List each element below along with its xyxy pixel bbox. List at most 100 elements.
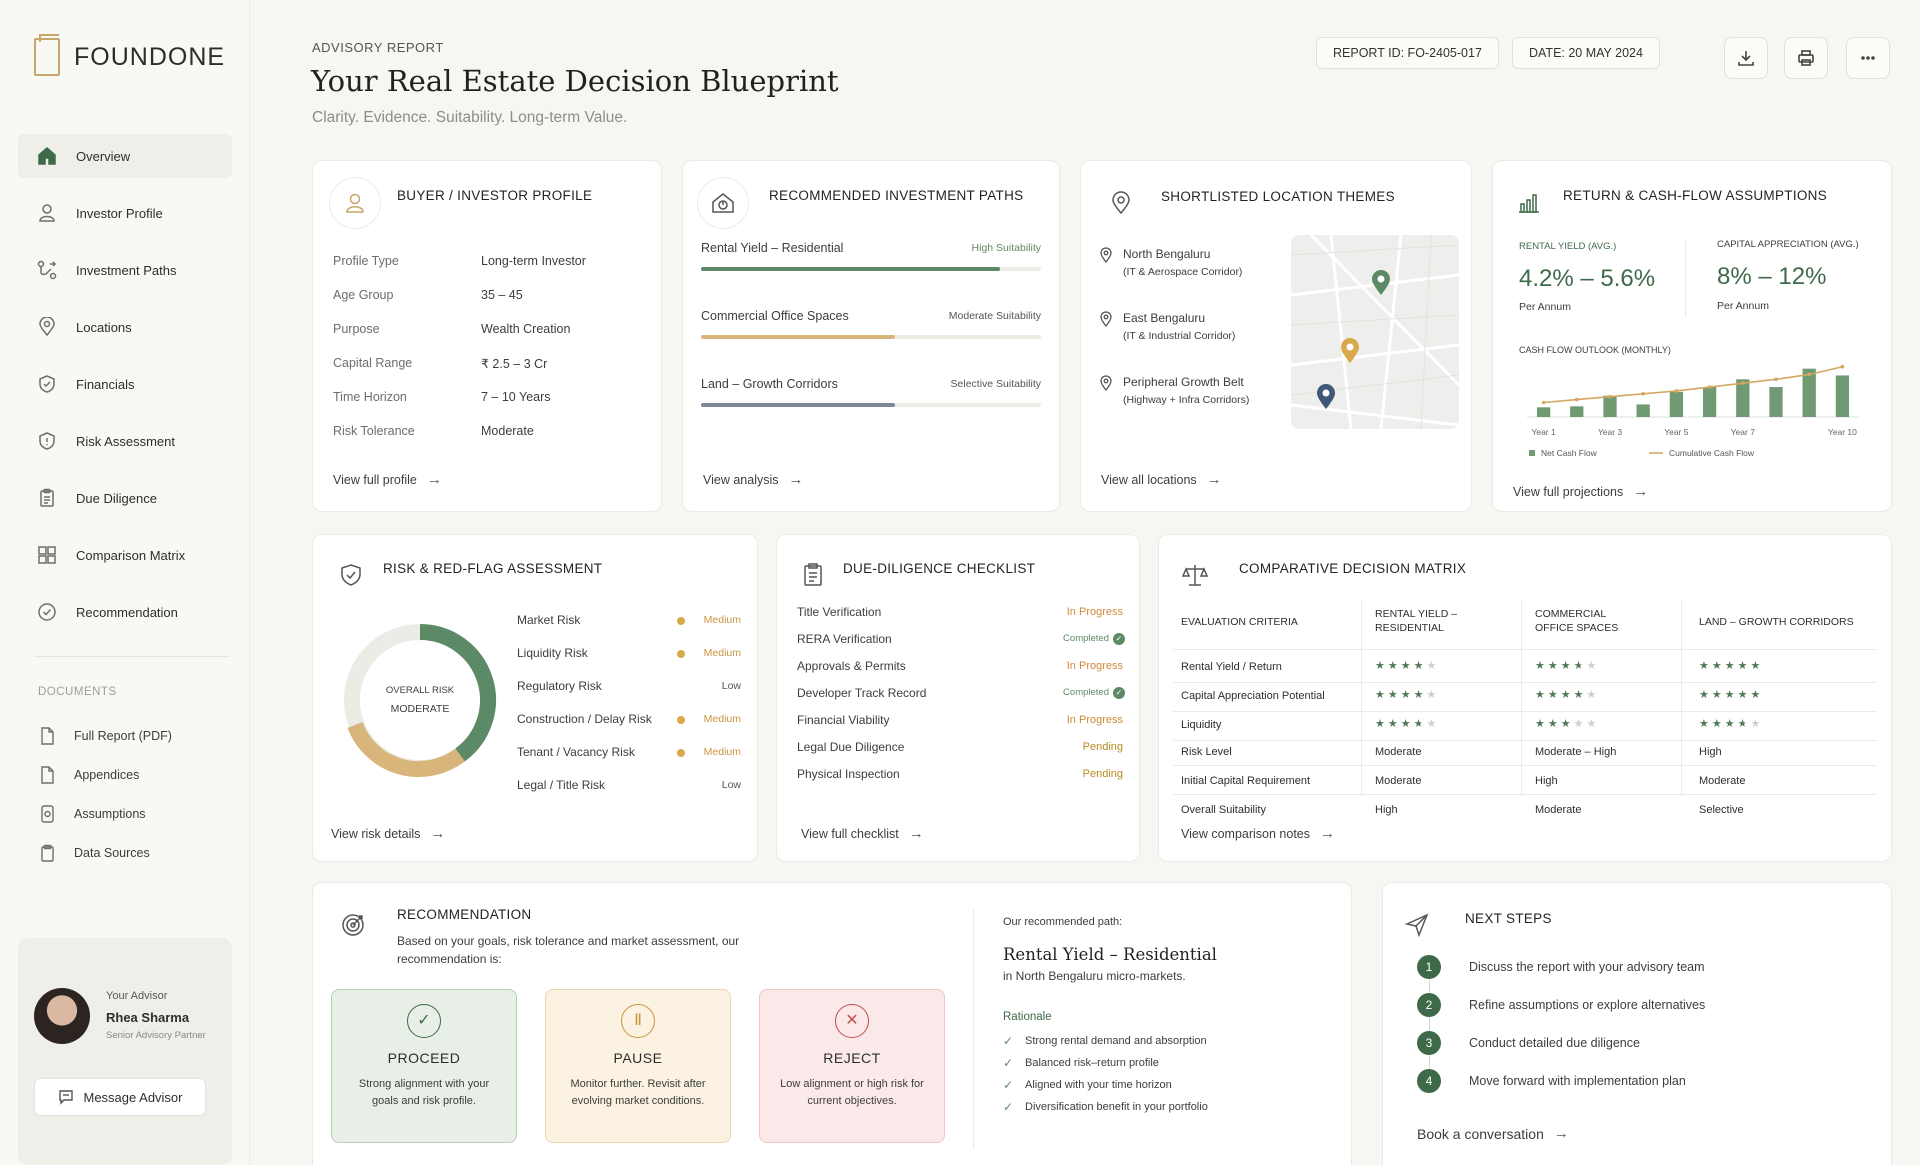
- view-full-profile-link[interactable]: View full profile →: [333, 471, 442, 488]
- risk-item-name: Liquidity Risk: [517, 646, 588, 660]
- download-button[interactable]: [1724, 37, 1768, 79]
- path-name[interactable]: Commercial Office Spaces: [701, 309, 849, 323]
- matrix-col-divider: [1361, 601, 1362, 797]
- net-cash-flow-bar: [1669, 391, 1684, 417]
- sidebar-nav: Overview Investor Profile Investment Pat…: [18, 134, 232, 647]
- sidebar-item-recommendation[interactable]: Recommendation: [18, 590, 232, 634]
- decision-proceed-option[interactable]: ✓ PROCEED Strong alignment with your goals…: [331, 989, 517, 1143]
- matrix-row-label: Capital Appreciation Potential: [1181, 690, 1325, 702]
- risk-level: Low: [721, 680, 741, 692]
- link-label: View full checklist: [801, 826, 899, 841]
- sidebar-item-overview[interactable]: Overview: [18, 134, 232, 178]
- arrow-right-icon: →: [1320, 825, 1336, 842]
- view-all-locations-link[interactable]: View all locations →: [1101, 471, 1222, 488]
- step-number: 1: [1417, 955, 1441, 979]
- check-icon: ✓: [1003, 1034, 1014, 1048]
- location-pin-icon: [1099, 311, 1113, 328]
- link-label: View full profile: [333, 472, 417, 487]
- matrix-row-label: Overall Suitability: [1181, 804, 1266, 816]
- check-icon: ✓: [1003, 1056, 1014, 1070]
- decision-reject-option[interactable]: ✕ REJECT Low alignment or high risk for cu…: [759, 989, 945, 1143]
- more-options-button[interactable]: [1846, 37, 1890, 79]
- link-label: Book a conversation: [1417, 1125, 1544, 1142]
- matrix-cell-value: Moderate: [1699, 775, 1746, 787]
- logo-mark-icon: [34, 34, 60, 76]
- risk-level: Medium: [703, 713, 741, 725]
- location-pin-icon: [36, 316, 58, 338]
- path-name[interactable]: Land – Growth Corridors: [701, 377, 838, 391]
- report-id-badge: REPORT ID: FO-2405-017: [1316, 37, 1499, 69]
- matrix-row-rule: [1173, 765, 1877, 766]
- checklist-status: Completed: [1063, 687, 1109, 698]
- decision-pause-option[interactable]: Ⅱ PAUSE Monitor further. Revisit after evo…: [545, 989, 731, 1143]
- location-name[interactable]: Peripheral Growth Belt: [1123, 375, 1244, 389]
- risk-item-name: Market Risk: [517, 613, 581, 627]
- sidebar-item-label: Recommendation: [76, 604, 178, 620]
- brand-logo[interactable]: FOUNDONE: [34, 34, 225, 76]
- user-icon: [346, 193, 364, 213]
- star-rating: ★★★★★: [1699, 660, 1764, 672]
- sidebar-item-financials[interactable]: Financials: [18, 362, 232, 406]
- matrix-cell-value: Selective: [1699, 804, 1744, 816]
- sidebar-item-label: Overview: [76, 148, 131, 164]
- link-label: View comparison notes: [1181, 826, 1311, 841]
- sidebar-item-risk-assessment[interactable]: Risk Assessment: [18, 419, 232, 463]
- view-full-checklist-link[interactable]: View full checklist →: [801, 825, 924, 842]
- path-name[interactable]: Rental Yield – Residential: [701, 241, 844, 255]
- house-chart-icon: [712, 193, 734, 213]
- view-comparison-notes-link[interactable]: View comparison notes →: [1181, 825, 1335, 842]
- sidebar-item-comparison-matrix[interactable]: Comparison Matrix: [18, 533, 232, 577]
- doc-item-data-sources[interactable]: Data Sources: [38, 833, 172, 872]
- decision-description: Low alignment or high risk for current o…: [780, 1078, 924, 1107]
- clipboard-icon: [36, 487, 58, 509]
- cumulative-cash-flow-point: [1840, 364, 1845, 369]
- view-risk-details-link[interactable]: View risk details →: [331, 825, 445, 842]
- returns-card-title: RETURN & CASH-FLOW ASSUMPTIONS: [1563, 188, 1828, 203]
- legend-label-net: Net Cash Flow: [1541, 448, 1598, 458]
- pause-circle-icon: Ⅱ: [621, 1004, 655, 1038]
- sidebar-item-locations[interactable]: Locations: [18, 305, 232, 349]
- sidebar-item-investor-profile[interactable]: Investor Profile: [18, 191, 232, 235]
- print-button[interactable]: [1784, 37, 1828, 79]
- star-rating: ★★★★★: [1535, 660, 1600, 672]
- x-tick-label: Year 7: [1731, 427, 1756, 437]
- net-cash-flow-bar: [1603, 395, 1617, 417]
- criteria-header: EVALUATION CRITERIA: [1181, 616, 1298, 628]
- risk-level: Medium: [703, 614, 741, 626]
- next-step-text: Refine assumptions or explore alternativ…: [1469, 998, 1706, 1012]
- matrix-card-title: COMPARATIVE DECISION MATRIX: [1239, 561, 1467, 576]
- doc-item-full-report[interactable]: Full Report (PDF): [38, 716, 172, 755]
- decision-description: Strong alignment with your goals and ris…: [358, 1078, 490, 1107]
- returns-card-icon-wrap: [1503, 177, 1555, 229]
- message-advisor-button[interactable]: Message Advisor: [34, 1078, 206, 1116]
- net-cash-flow-bar: [1636, 404, 1650, 417]
- more-icon: [1861, 56, 1875, 60]
- check-icon: ✓: [1003, 1100, 1014, 1114]
- matrix-header-rule: [1173, 649, 1877, 650]
- book-conversation-link[interactable]: Book a conversation →: [1417, 1125, 1569, 1142]
- checklist-status: In Progress: [1066, 660, 1123, 672]
- location-name[interactable]: North Bengaluru: [1123, 247, 1211, 261]
- net-cash-flow-bar: [1536, 407, 1551, 417]
- location-map[interactable]: [1291, 235, 1459, 429]
- view-full-projections-link[interactable]: View full projections →: [1513, 483, 1648, 500]
- risk-card-title: RISK & RED-FLAG ASSESSMENT: [383, 561, 603, 576]
- risk-level: Medium: [703, 746, 741, 758]
- matrix-col-header: COMMERCIAL OFFICE SPACES: [1535, 608, 1619, 634]
- decision-label: PROCEED: [387, 1050, 461, 1066]
- recommended-path-title: Rental Yield – Residential: [1003, 945, 1217, 964]
- sidebar-item-due-diligence[interactable]: Due Diligence: [18, 476, 232, 520]
- legend-label-cumulative: Cumulative Cash Flow: [1669, 448, 1755, 458]
- doc-item-assumptions[interactable]: Assumptions: [38, 794, 172, 833]
- cash-flow-chart: Year 1 Year 3 Year 5 Year 7 Year 10 Net Cash …: [1527, 364, 1859, 458]
- sidebar-item-investment-paths[interactable]: Investment Paths: [18, 248, 232, 292]
- doc-item-label: Appendices: [74, 767, 140, 782]
- next-steps-title: NEXT STEPS: [1465, 911, 1552, 926]
- shield-alert-icon: [36, 430, 58, 452]
- matrix-cell-value: High: [1535, 775, 1558, 787]
- x-tick-label: Year 3: [1598, 427, 1623, 437]
- location-name[interactable]: East Bengaluru: [1123, 311, 1206, 325]
- view-analysis-link[interactable]: View analysis →: [703, 471, 804, 488]
- doc-item-appendices[interactable]: Appendices: [38, 755, 172, 794]
- clipboard-icon: [804, 563, 822, 586]
